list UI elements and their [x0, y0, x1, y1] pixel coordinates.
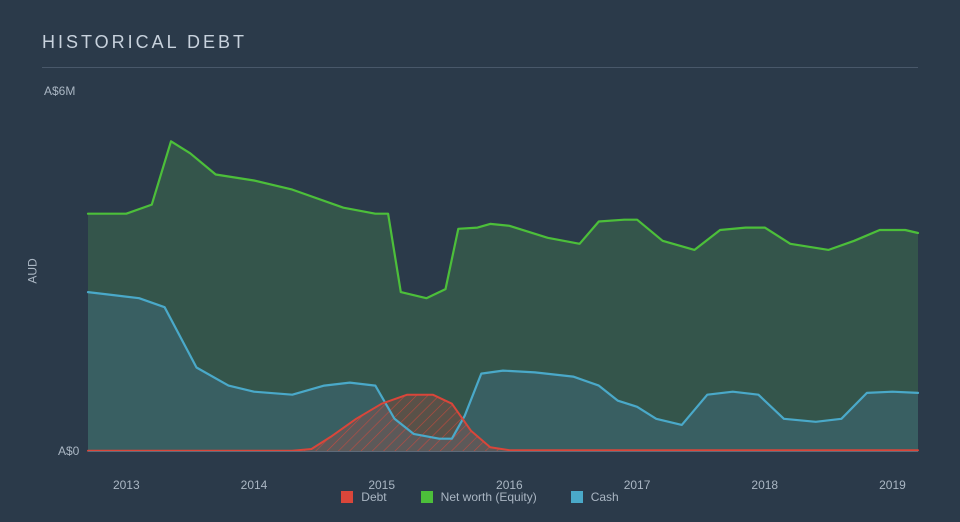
y-top-label: A$6M	[44, 84, 75, 98]
legend-label: Net worth (Equity)	[441, 490, 537, 504]
y-bottom-label: A$0	[58, 444, 79, 458]
cash-swatch-icon	[571, 491, 583, 503]
x-axis-baseline	[88, 451, 918, 452]
y-axis-label: AUD	[26, 258, 40, 283]
legend-item-debt: Debt	[341, 490, 386, 504]
equity-swatch-icon	[421, 491, 433, 503]
chart-title: HISTORICAL DEBT	[42, 32, 918, 68]
legend-item-cash: Cash	[571, 490, 619, 504]
legend-label: Cash	[591, 490, 619, 504]
legend: Debt Net worth (Equity) Cash	[0, 490, 960, 504]
chart-area: A$6M A$0 AUD 201320142015201620172018201…	[88, 90, 918, 452]
chart-panel: HISTORICAL DEBT A$6M A$0 AUD 20132014201…	[0, 0, 960, 522]
chart-svg	[88, 90, 918, 452]
legend-item-equity: Net worth (Equity)	[421, 490, 537, 504]
legend-label: Debt	[361, 490, 386, 504]
debt-swatch-icon	[341, 491, 353, 503]
